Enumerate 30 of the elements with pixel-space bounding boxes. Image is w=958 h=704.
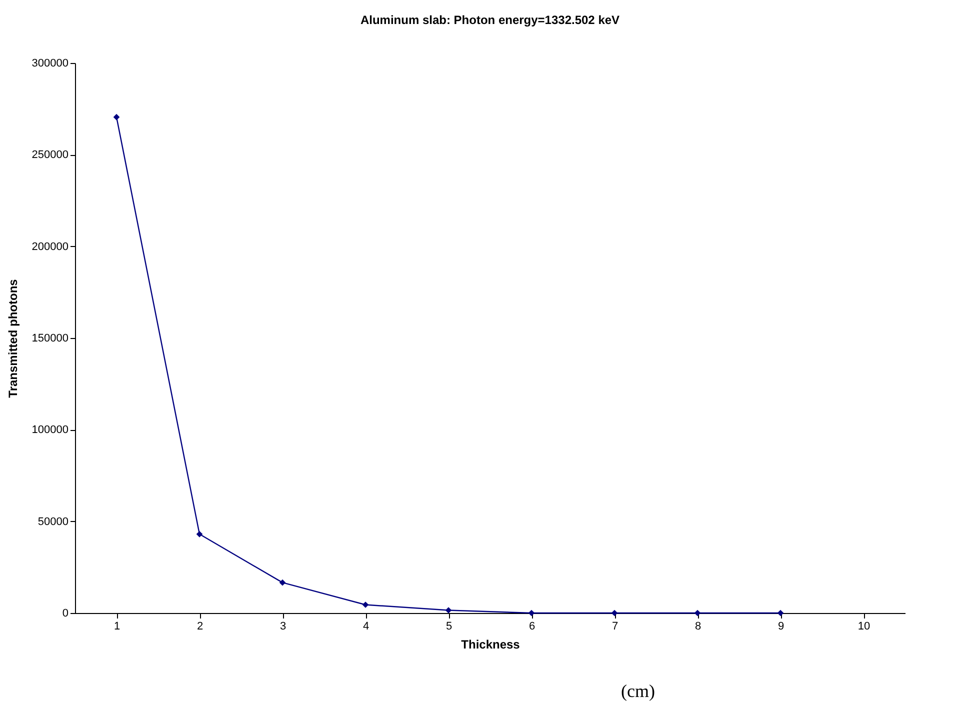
point xyxy=(445,607,452,614)
x-axis-title: Thickness xyxy=(461,638,520,652)
text: (cm) xyxy=(621,681,655,701)
point xyxy=(196,531,203,538)
x-tick-label: 6 xyxy=(528,620,536,632)
point xyxy=(113,114,120,120)
y-tick-label: 150000 xyxy=(32,332,68,344)
y-tick-label: 100000 xyxy=(32,424,68,436)
point xyxy=(279,579,286,586)
x-tick-label: 1 xyxy=(114,620,120,632)
x-tick-label: 8 xyxy=(694,620,702,632)
point xyxy=(694,610,701,616)
point xyxy=(362,602,369,608)
y-tick-label: 0 xyxy=(62,608,68,620)
x-tick-label: 5 xyxy=(446,620,452,632)
y-tick-label: 50000 xyxy=(38,516,68,528)
x-tick-label: 10 xyxy=(858,620,870,632)
x-tick-label: 4 xyxy=(362,620,370,632)
y-tick-label: 200000 xyxy=(32,240,68,253)
point xyxy=(528,610,535,616)
point xyxy=(777,610,784,616)
x-tick-label: 2 xyxy=(196,620,204,632)
y-tick-label: 250000 xyxy=(32,149,68,162)
x-tick-label: 3 xyxy=(280,620,286,632)
chart-title: Aluminum slab: Photon energy=1332.502 keV xyxy=(360,13,620,27)
y-tick-label: 300000 xyxy=(32,58,68,70)
point xyxy=(611,610,618,616)
x-tick-label: 7 xyxy=(612,620,618,632)
y-axis-title: Transmitted photons xyxy=(6,278,20,398)
x-tick-label: 9 xyxy=(778,620,784,632)
